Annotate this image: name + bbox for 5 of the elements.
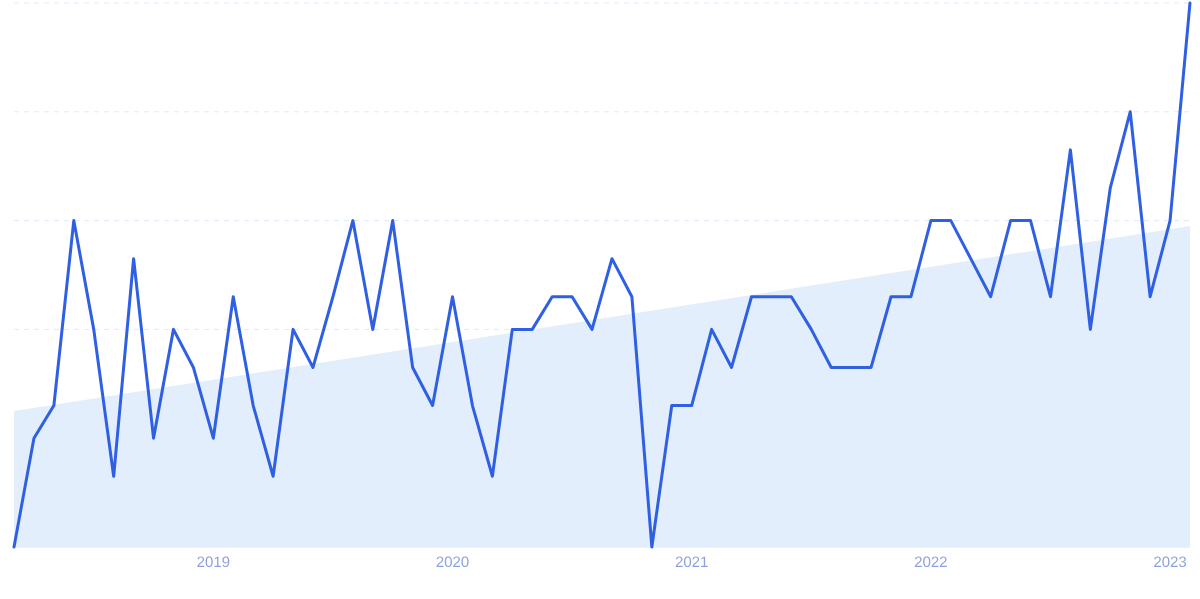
- x-tick-label: 2021: [675, 556, 708, 568]
- x-tick-label: 2019: [197, 556, 230, 568]
- x-tick-label: 2023: [1154, 556, 1187, 568]
- x-tick-label: 2020: [436, 556, 469, 568]
- x-tick-label: 2022: [914, 556, 947, 568]
